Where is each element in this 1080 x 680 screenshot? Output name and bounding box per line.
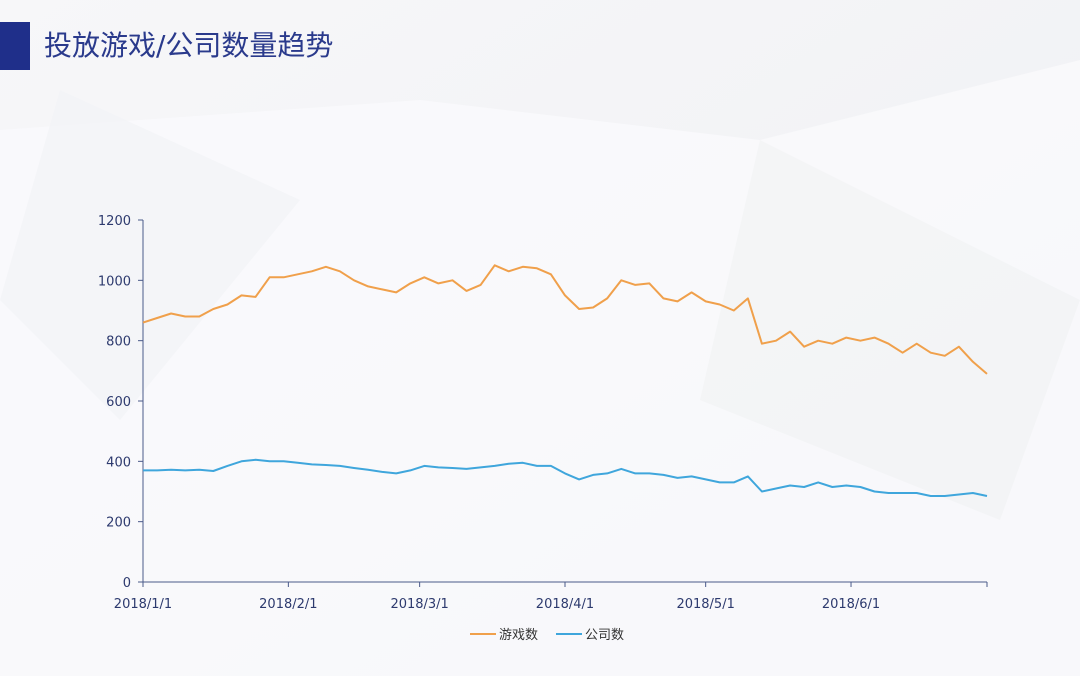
y-tick-label: 600	[106, 395, 131, 410]
y-tick-label: 800	[106, 335, 131, 350]
bg-shape	[0, 90, 300, 420]
title-marker	[0, 22, 30, 70]
legend-label: 游戏数	[499, 628, 538, 643]
series-line	[142, 264, 988, 375]
y-tick-label: 1000	[98, 274, 131, 289]
y-tick-label: 0	[123, 576, 131, 591]
series-line	[143, 458, 988, 497]
bg-shape	[700, 140, 1080, 520]
y-tick-label: 1200	[98, 214, 131, 229]
x-tick-label: 2018/1/1	[114, 597, 172, 612]
x-tick-label: 2018/2/1	[259, 597, 317, 612]
x-tick-label: 2018/6/1	[822, 597, 880, 612]
x-tick-label: 2018/4/1	[536, 597, 594, 612]
y-tick-label: 200	[106, 516, 131, 531]
y-tick-label: 400	[106, 455, 131, 470]
x-tick-label: 2018/3/1	[390, 597, 448, 612]
chart: 0 200 400 600 800 1000 1200 2018/1/1 2018/2/1 201…	[98, 214, 988, 643]
x-tick-label: 2018/5/1	[676, 597, 734, 612]
slide-title: 投放游戏/公司数量趋势	[44, 29, 333, 62]
legend-label: 公司数	[585, 628, 624, 643]
